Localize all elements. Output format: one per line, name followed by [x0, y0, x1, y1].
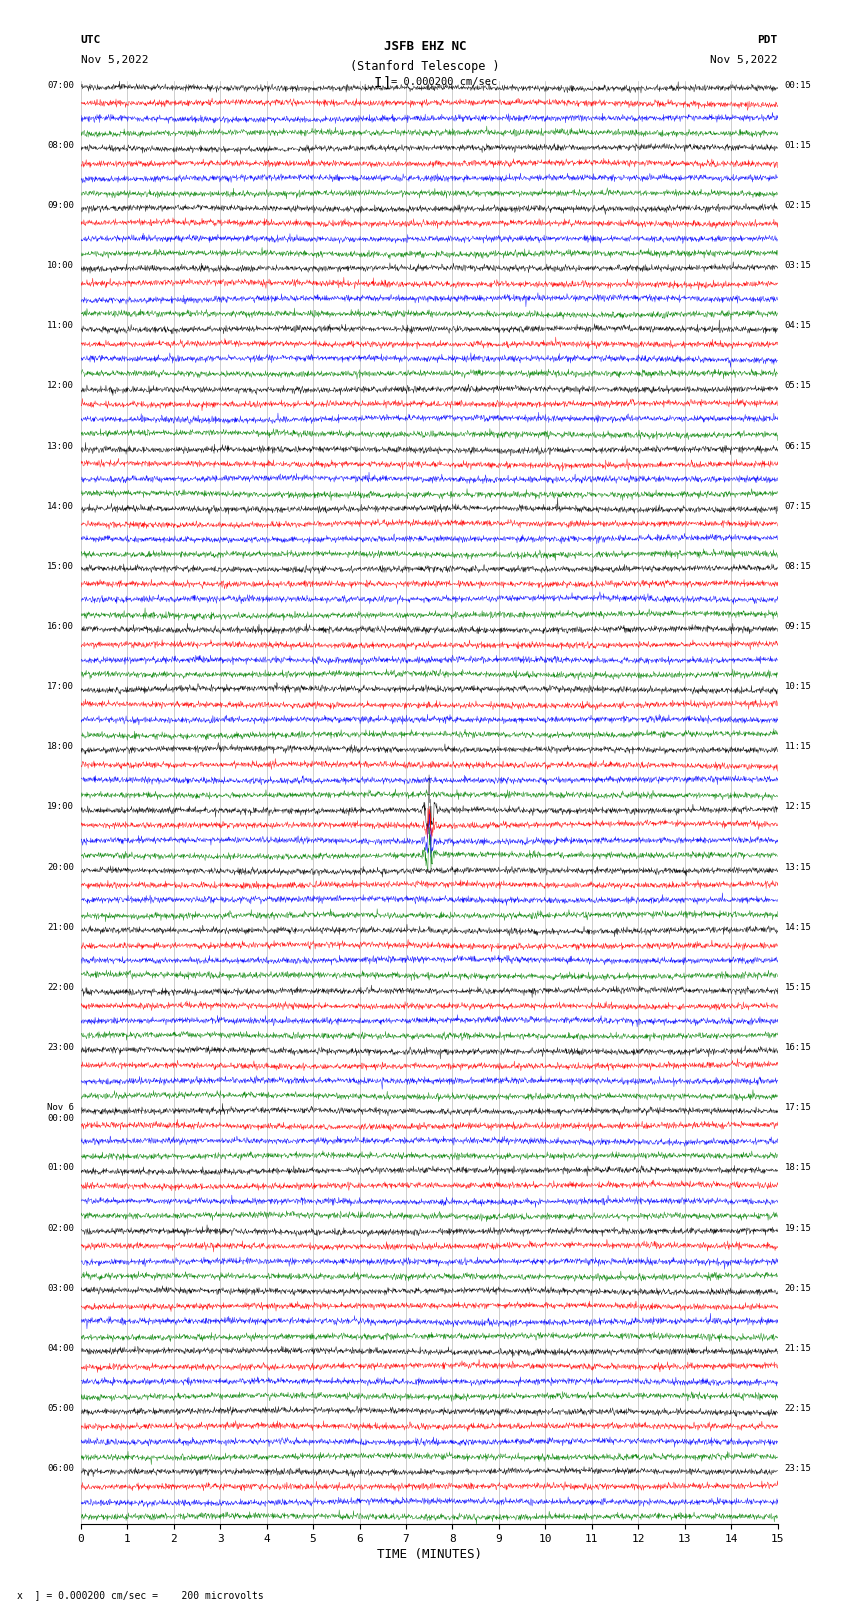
Text: 23:15: 23:15	[785, 1465, 812, 1473]
Text: 18:15: 18:15	[785, 1163, 812, 1173]
Text: 08:15: 08:15	[785, 561, 812, 571]
Text: 09:00: 09:00	[47, 202, 74, 210]
Text: 02:00: 02:00	[47, 1224, 74, 1232]
Text: 13:00: 13:00	[47, 442, 74, 450]
Text: 07:15: 07:15	[785, 502, 812, 511]
Text: 06:00: 06:00	[47, 1465, 74, 1473]
Text: (Stanford Telescope ): (Stanford Telescope )	[350, 60, 500, 73]
Text: 11:00: 11:00	[47, 321, 74, 331]
Text: 02:15: 02:15	[785, 202, 812, 210]
Text: ]: ]	[382, 76, 391, 90]
Text: Nov 6
00:00: Nov 6 00:00	[47, 1103, 74, 1123]
Text: 21:15: 21:15	[785, 1344, 812, 1353]
Text: 04:00: 04:00	[47, 1344, 74, 1353]
Text: x  ] = 0.000200 cm/sec =    200 microvolts: x ] = 0.000200 cm/sec = 200 microvolts	[17, 1590, 264, 1600]
Text: 10:15: 10:15	[785, 682, 812, 690]
Text: 12:00: 12:00	[47, 381, 74, 390]
Text: 12:15: 12:15	[785, 803, 812, 811]
Text: 01:15: 01:15	[785, 140, 812, 150]
Text: 10:00: 10:00	[47, 261, 74, 269]
Text: 08:00: 08:00	[47, 140, 74, 150]
Text: Nov 5,2022: Nov 5,2022	[81, 55, 148, 65]
Text: 06:15: 06:15	[785, 442, 812, 450]
Text: UTC: UTC	[81, 35, 101, 45]
Text: Nov 5,2022: Nov 5,2022	[711, 55, 778, 65]
Text: 13:15: 13:15	[785, 863, 812, 871]
Text: 17:15: 17:15	[785, 1103, 812, 1113]
Text: I: I	[374, 76, 382, 90]
Text: 18:00: 18:00	[47, 742, 74, 752]
Text: 23:00: 23:00	[47, 1044, 74, 1052]
Text: 01:00: 01:00	[47, 1163, 74, 1173]
Text: 22:15: 22:15	[785, 1403, 812, 1413]
X-axis label: TIME (MINUTES): TIME (MINUTES)	[377, 1548, 482, 1561]
Text: 20:00: 20:00	[47, 863, 74, 871]
Text: 05:15: 05:15	[785, 381, 812, 390]
Text: JSFB EHZ NC: JSFB EHZ NC	[383, 40, 467, 53]
Text: PDT: PDT	[757, 35, 778, 45]
Text: 03:00: 03:00	[47, 1284, 74, 1292]
Text: 16:15: 16:15	[785, 1044, 812, 1052]
Text: 20:15: 20:15	[785, 1284, 812, 1292]
Text: 19:15: 19:15	[785, 1224, 812, 1232]
Text: = 0.000200 cm/sec: = 0.000200 cm/sec	[391, 77, 497, 87]
Text: 03:15: 03:15	[785, 261, 812, 269]
Text: 04:15: 04:15	[785, 321, 812, 331]
Text: 09:15: 09:15	[785, 623, 812, 631]
Text: 17:00: 17:00	[47, 682, 74, 690]
Text: 16:00: 16:00	[47, 623, 74, 631]
Text: 15:00: 15:00	[47, 561, 74, 571]
Text: 14:00: 14:00	[47, 502, 74, 511]
Text: 00:15: 00:15	[785, 81, 812, 90]
Text: 22:00: 22:00	[47, 982, 74, 992]
Text: 11:15: 11:15	[785, 742, 812, 752]
Text: 21:00: 21:00	[47, 923, 74, 932]
Text: 05:00: 05:00	[47, 1403, 74, 1413]
Text: 14:15: 14:15	[785, 923, 812, 932]
Text: 07:00: 07:00	[47, 81, 74, 90]
Text: 15:15: 15:15	[785, 982, 812, 992]
Text: 19:00: 19:00	[47, 803, 74, 811]
